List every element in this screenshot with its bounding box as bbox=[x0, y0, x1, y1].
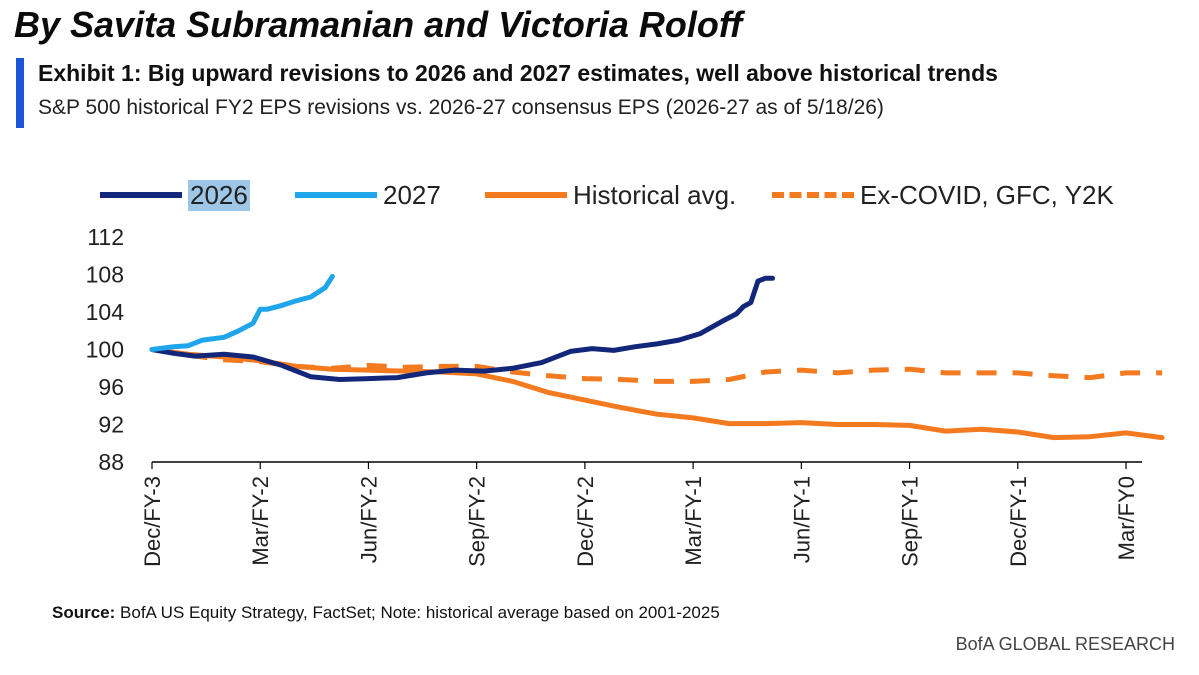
x-tick-label: Dec/FY-2 bbox=[573, 476, 598, 567]
chart-legend: 2026 2027 Historical avg. Ex-COVID, GFC,… bbox=[100, 175, 1160, 215]
legend-swatch-excovid bbox=[772, 192, 854, 198]
legend-label-2026: 2026 bbox=[188, 179, 250, 211]
y-tick-label: 108 bbox=[86, 262, 124, 288]
legend-swatch-2026 bbox=[100, 192, 182, 198]
legend-label-excovid: Ex-COVID, GFC, Y2K bbox=[860, 179, 1114, 210]
x-tick-label: Dec/FY-3 bbox=[140, 476, 165, 567]
series-line-historical-avg bbox=[149, 347, 1165, 441]
legend-item-historical: Historical avg. bbox=[485, 175, 736, 215]
exhibit-subtitle: S&P 500 historical FY2 EPS revisions vs.… bbox=[38, 96, 884, 119]
source-label: Source: bbox=[52, 603, 116, 622]
x-tick-label: Jun/FY-2 bbox=[356, 476, 381, 563]
x-tick-label: Mar/FY-1 bbox=[681, 476, 706, 566]
legend-label-2027: 2027 bbox=[383, 179, 441, 210]
y-tick-label: 92 bbox=[98, 412, 124, 438]
legend-item-2027: 2027 bbox=[295, 175, 441, 215]
y-tick-label: 112 bbox=[87, 224, 124, 250]
x-tick-label: Sep/FY-2 bbox=[465, 476, 490, 567]
byline: By Savita Subramanian and Victoria Rolof… bbox=[14, 4, 743, 45]
x-tick-label: Mar/FY0 bbox=[1114, 476, 1139, 560]
x-tick-label: Dec/FY-1 bbox=[1006, 476, 1031, 567]
legend-swatch-2027 bbox=[295, 192, 377, 198]
legend-swatch-historical bbox=[485, 192, 567, 198]
brand-footer: BofA GLOBAL RESEARCH bbox=[955, 634, 1175, 654]
x-tick-label: Jun/FY-1 bbox=[789, 476, 814, 563]
exhibit-title: Exhibit 1: Big upward revisions to 2026 … bbox=[38, 60, 998, 86]
source-note: Source: BofA US Equity Strategy, FactSet… bbox=[52, 603, 720, 623]
series-line-2027 bbox=[149, 273, 335, 352]
y-tick-label: 88 bbox=[98, 449, 124, 475]
y-tick-label: 100 bbox=[86, 337, 124, 363]
x-tick-label: Sep/FY-1 bbox=[898, 476, 923, 567]
y-tick-label: 96 bbox=[98, 374, 124, 400]
series-line-ex-covid-gfc-y2k bbox=[151, 347, 1163, 384]
source-text: BofA US Equity Strategy, FactSet; Note: … bbox=[115, 603, 720, 622]
y-tick-label: 104 bbox=[86, 299, 125, 325]
series-line-2026 bbox=[149, 275, 775, 382]
legend-label-historical: Historical avg. bbox=[573, 179, 737, 210]
accent-bar bbox=[16, 58, 24, 128]
legend-item-excovid: Ex-COVID, GFC, Y2K bbox=[772, 175, 1114, 215]
legend-item-2026: 2026 bbox=[100, 175, 250, 215]
x-tick-label: Mar/FY-2 bbox=[248, 476, 273, 566]
